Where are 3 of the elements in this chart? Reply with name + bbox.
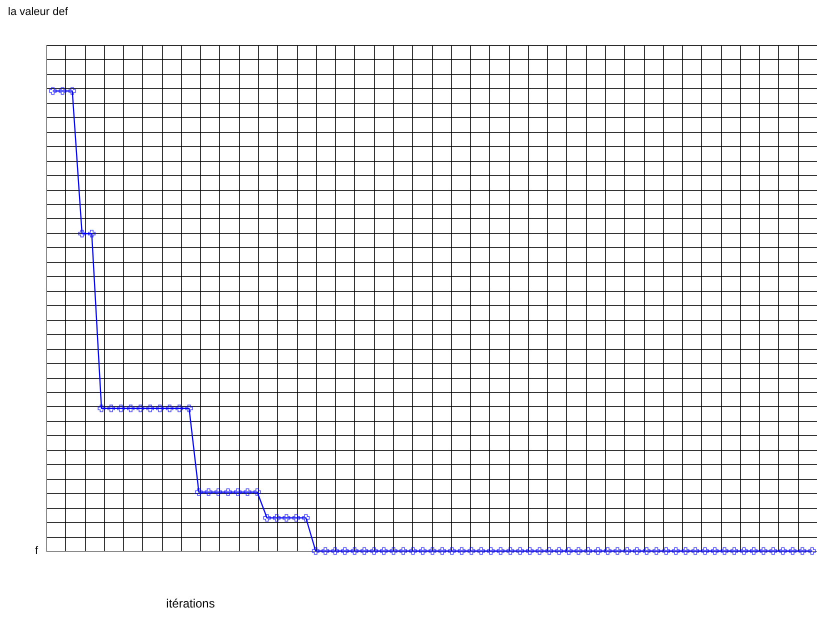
text: la valeur def [8,6,69,18]
text: f [34,545,39,557]
x-axis-title: itérations [166,596,215,610]
